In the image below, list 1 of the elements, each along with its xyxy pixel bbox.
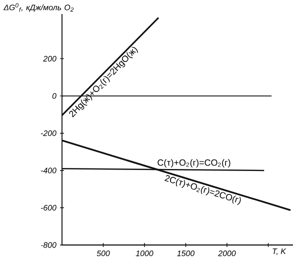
annotation: C(т)+O$_{2}$(г)=CO$_{2}$(г) [158,159,230,168]
